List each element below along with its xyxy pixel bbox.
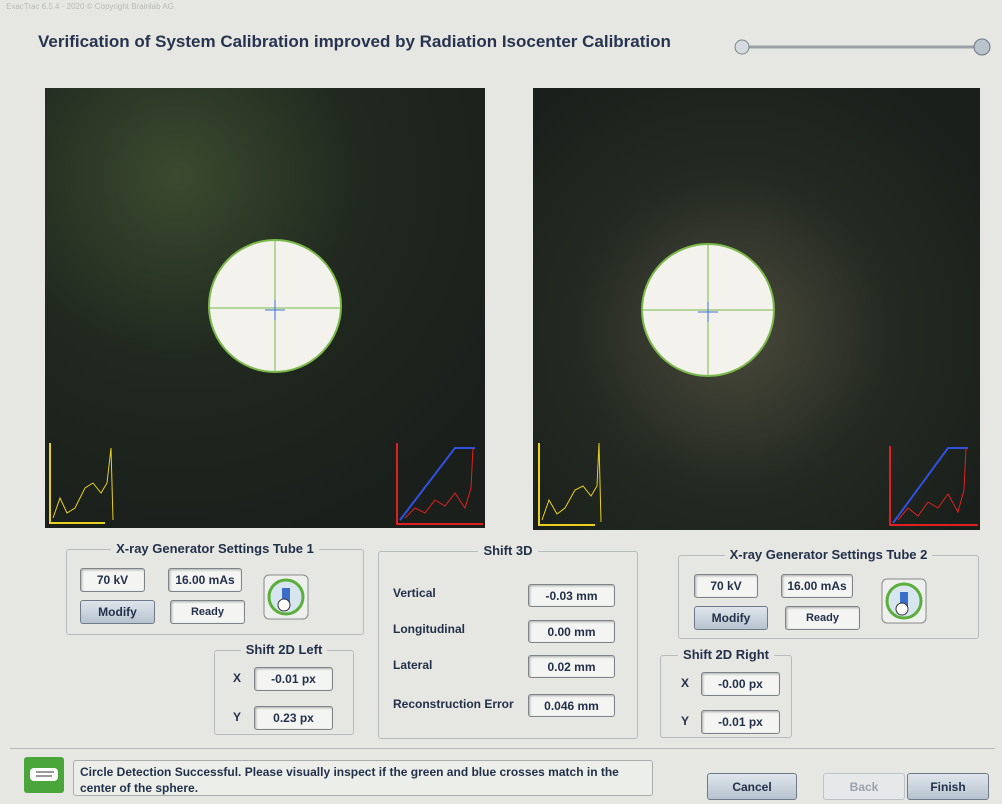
modify-button[interactable]: Modify [694,606,768,630]
row-value: -0.00 px [701,672,780,696]
modify-button[interactable]: Modify [80,600,155,624]
row-value: -0.01 px [254,667,333,691]
shift2d-left-group: Shift 2D Left X -0.01 px Y 0.23 px [214,650,354,735]
tube2-group: X-ray Generator Settings Tube 2 70 kV 16… [678,555,979,639]
shift3d-group: Shift 3D Vertical -0.03 mm Longitudinal … [378,551,638,739]
row-value: 0.02 mm [528,655,615,678]
mas-field: 16.00 mAs [781,574,853,598]
shift2d-right-group: Shift 2D Right X -0.00 px Y -0.01 px [660,655,792,738]
group-title: Shift 3D [478,543,537,558]
title: Verification of System Calibration impro… [38,32,671,52]
row-label: Vertical [393,586,436,600]
xray-icon[interactable] [263,574,309,620]
xray-icon[interactable] [881,578,927,624]
row-label: Y [681,714,689,728]
group-title: X-ray Generator Settings Tube 2 [725,547,933,562]
kv-field: 70 kV [694,574,758,598]
page: ExacTrac 6.5.4 · 2020 © Copyright Brainl… [0,0,1002,804]
row-value: -0.03 mm [528,584,615,607]
group-title: X-ray Generator Settings Tube 1 [111,541,319,556]
mas-field: 16.00 mAs [168,568,242,592]
row-value: -0.01 px [701,710,780,734]
status-field: Ready [785,606,860,630]
row-value: 0.00 mm [528,620,615,643]
separator [10,748,995,749]
row-value: 0.23 px [254,706,333,730]
status-field: Ready [170,600,245,624]
status-message: Circle Detection Successful. Please visu… [73,760,653,796]
tube1-group: X-ray Generator Settings Tube 1 70 kV 16… [66,549,364,635]
cancel-button[interactable]: Cancel [707,773,797,800]
progress-slider [730,36,995,58]
xray-image-right [533,88,980,530]
row-label: X [681,676,689,690]
row-label: Longitudinal [393,622,465,636]
back-button[interactable]: Back [823,773,905,800]
xray-image-left [45,88,485,528]
row-label: Y [233,710,241,724]
group-title: Shift 2D Right [678,647,774,662]
row-label: X [233,671,241,685]
row-value: 0.046 mm [528,694,615,717]
kv-field: 70 kV [80,568,145,592]
row-label: Reconstruction Error [393,697,514,711]
finish-button[interactable]: Finish [907,773,989,800]
row-label: Lateral [393,658,432,672]
version: ExacTrac 6.5.4 · 2020 © Copyright Brainl… [6,2,174,11]
hand-icon [24,757,64,793]
group-title: Shift 2D Left [241,642,328,657]
